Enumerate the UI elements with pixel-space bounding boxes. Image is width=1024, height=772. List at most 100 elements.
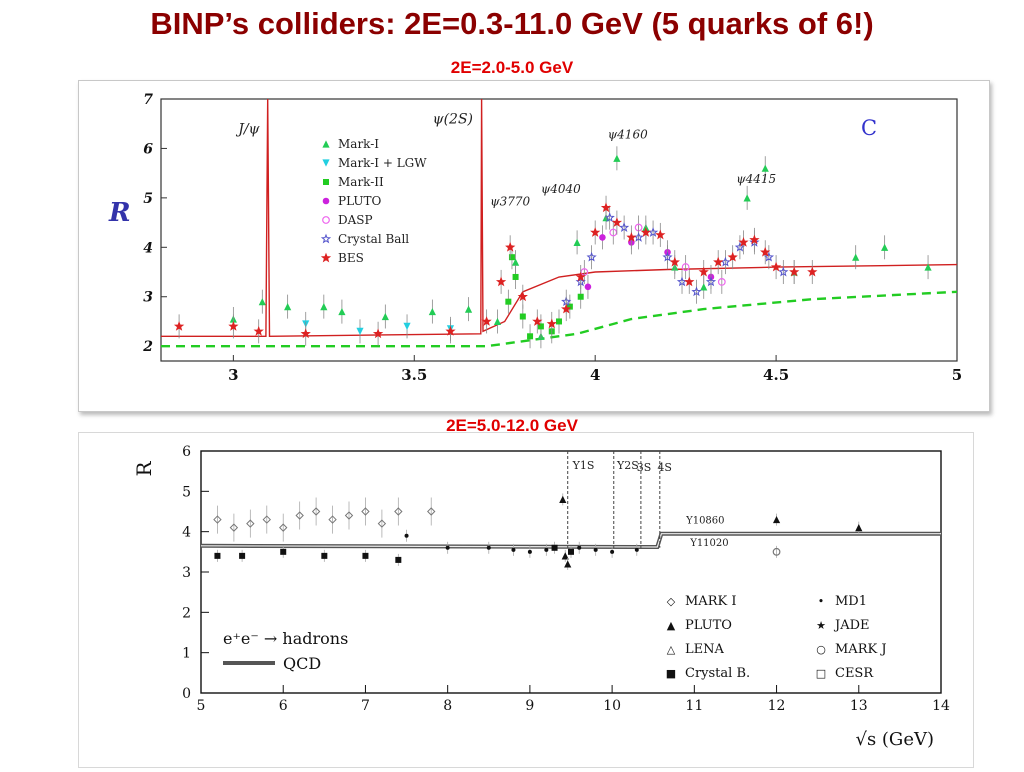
y-tick-label: 4	[182, 525, 191, 541]
x-tick-label: 4.5	[763, 366, 789, 384]
data-point	[789, 266, 800, 277]
data-point	[770, 261, 782, 272]
data-point	[344, 511, 354, 520]
legend-marker	[322, 197, 330, 205]
data-point	[610, 549, 615, 554]
x-tick-label: 10	[603, 698, 621, 714]
legend-label: JADE	[833, 618, 870, 633]
data-point	[761, 164, 769, 172]
legend-label: Mark-I	[338, 137, 379, 151]
data-point	[511, 258, 520, 266]
resonance-label: Υ11020	[689, 538, 728, 549]
legend-marker	[323, 179, 329, 185]
subtitle-bottom: 2E=5.0-12.0 GeV	[446, 416, 578, 435]
data-point	[611, 217, 623, 227]
data-point	[772, 515, 781, 524]
data-point	[727, 251, 738, 262]
data-point	[669, 256, 680, 267]
y-tick-label: 3	[182, 565, 191, 581]
y-axis-label: R	[108, 198, 131, 228]
data-point	[573, 238, 581, 246]
y-tick-label: 0	[182, 686, 191, 702]
qcd-band-inner	[200, 533, 941, 548]
data-point	[772, 547, 781, 556]
data-point	[239, 552, 246, 559]
data-point	[586, 251, 597, 262]
y-tick-label: 3	[143, 290, 153, 306]
legend-marker	[322, 216, 330, 224]
data-point	[428, 307, 436, 316]
data-point	[561, 303, 572, 314]
data-point	[300, 328, 311, 339]
data-point	[568, 548, 574, 555]
y-tick-label: 1	[182, 646, 191, 662]
legend-label: PLUTO	[685, 618, 732, 633]
data-point	[684, 276, 695, 287]
data-point	[311, 507, 321, 516]
charmonium-r-chart: 3 3.5 4 4.5 5 2 3 4 5 6 7 R C J/ψ ψ(2S) ψ3770 ψ4040 ψ416…	[108, 92, 962, 384]
fit-curve	[161, 98, 958, 338]
y-tick-label: 5	[182, 484, 191, 500]
legend-symbol: △	[667, 643, 676, 656]
legend-marker	[320, 233, 332, 244]
data-point	[505, 298, 512, 305]
y-tick-label: 2	[142, 339, 153, 355]
legend-label: BES	[338, 251, 364, 265]
resonance-label: ψ(2S)	[433, 112, 473, 128]
chart-panel-upsilon: 5 6 7 8 9 10 11 12 13 14 0 1 2 3 4 5 6 R √s (GeV) Υ1S Υ2S 3S…	[78, 432, 974, 768]
data-point	[613, 154, 621, 162]
data-point	[852, 253, 860, 261]
chart-panel-charmonium: 3 3.5 4 4.5 5 2 3 4 5 6 7 R C J/ψ ψ(2S) ψ3770 ψ4040 ψ416…	[78, 80, 990, 412]
data-point	[512, 273, 519, 280]
data-point	[320, 303, 328, 311]
data-point	[527, 549, 532, 554]
x-tick-label: 7	[361, 698, 370, 714]
x-tick-label: 3	[228, 366, 238, 384]
legend-symbol: □	[816, 667, 826, 680]
resonance-label: ψ4040	[541, 182, 581, 196]
data-point	[258, 298, 266, 306]
data-point	[561, 552, 569, 560]
x-tick-label: 5	[197, 698, 206, 714]
y-tick-label: 7	[143, 92, 153, 108]
data-point	[590, 227, 601, 237]
legend-label: DASP	[338, 213, 373, 227]
data-point	[575, 271, 586, 282]
legend-label: Crystal Ball	[338, 232, 409, 246]
data-point	[372, 328, 384, 339]
legend-symbol: •	[818, 595, 825, 608]
data-point	[600, 202, 612, 213]
data-point	[760, 246, 771, 257]
legend-label: PLUTO	[338, 194, 382, 208]
resonance-label: Υ2S	[616, 459, 639, 472]
data-point	[700, 283, 708, 291]
slide-title: BINP’s colliders: 2E=0.3-11.0 GeV (5 qua…	[150, 6, 874, 41]
data-point	[662, 251, 673, 262]
data-point	[584, 283, 592, 291]
data-point	[618, 222, 630, 232]
data-point	[763, 251, 775, 262]
data-point	[381, 312, 389, 321]
legend-symbol: ★	[816, 619, 826, 632]
resonance-label: 3S	[637, 461, 652, 474]
y-tick-label: 6	[182, 444, 191, 460]
x-tick-label: 11	[685, 698, 703, 714]
data-point	[328, 515, 337, 524]
data-point	[295, 511, 304, 520]
legend-symbol: ◇	[667, 595, 676, 608]
legend-label: Crystal B.	[685, 666, 750, 681]
data-point	[807, 266, 818, 277]
data-point	[403, 322, 411, 330]
resonance-label: ψ3770	[490, 194, 530, 208]
data-point	[486, 545, 491, 550]
resonance-label: Υ1S	[572, 459, 595, 472]
data-point	[493, 317, 502, 326]
data-point	[356, 327, 364, 335]
resonance-label: ψ4415	[736, 172, 776, 186]
legend-symbol: ○	[816, 643, 826, 656]
data-point	[626, 232, 637, 242]
data-point	[279, 523, 288, 532]
data-point	[517, 291, 528, 302]
data-point	[604, 212, 615, 223]
data-point	[743, 194, 751, 202]
